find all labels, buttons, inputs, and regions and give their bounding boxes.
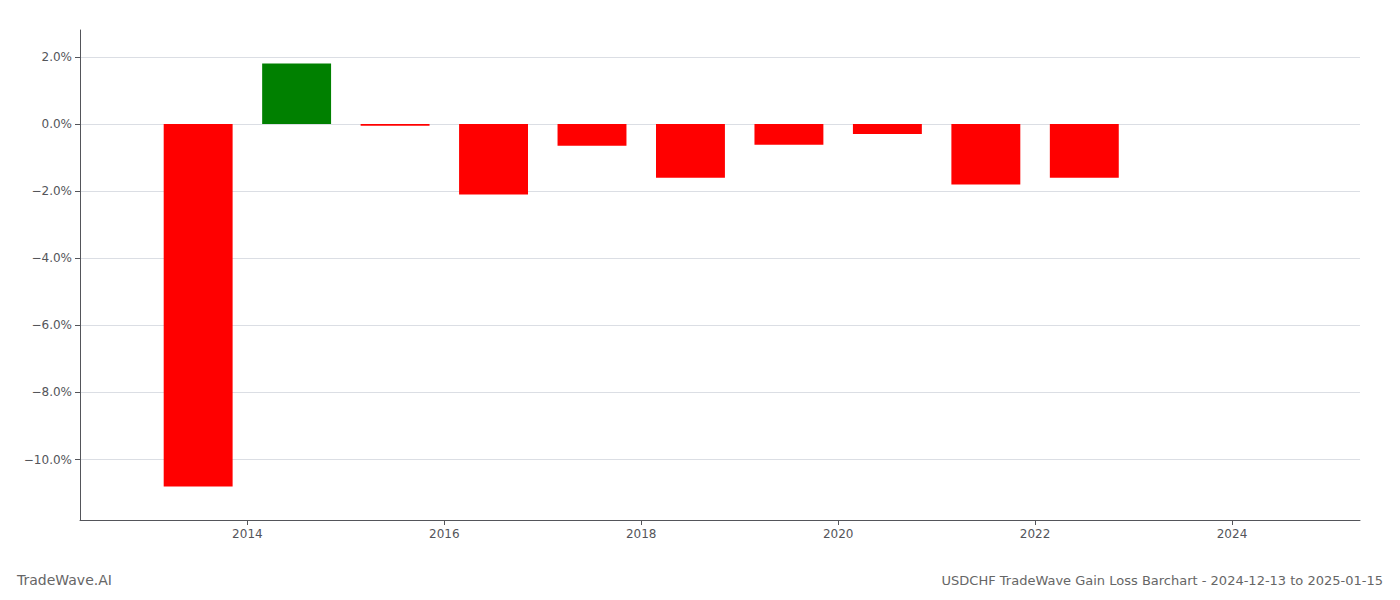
svg-text:USDCHF TradeWave Gain Loss Bar: USDCHF TradeWave Gain Loss Barchart - 20… [942, 573, 1383, 588]
svg-text:−8.0%: −8.0% [31, 385, 72, 399]
svg-text:2018: 2018 [626, 527, 657, 541]
svg-text:−6.0%: −6.0% [31, 318, 72, 332]
svg-text:2024: 2024 [1217, 527, 1248, 541]
svg-text:−2.0%: −2.0% [31, 184, 72, 198]
svg-text:2022: 2022 [1020, 527, 1051, 541]
svg-text:−4.0%: −4.0% [31, 251, 72, 265]
svg-text:−10.0%: −10.0% [24, 453, 72, 467]
svg-text:2.0%: 2.0% [42, 50, 73, 64]
svg-text:2020: 2020 [823, 527, 854, 541]
svg-text:0.0%: 0.0% [42, 117, 73, 131]
svg-text:2016: 2016 [429, 527, 460, 541]
svg-text:2014: 2014 [232, 527, 263, 541]
svg-text:TradeWave.AI: TradeWave.AI [16, 572, 112, 588]
